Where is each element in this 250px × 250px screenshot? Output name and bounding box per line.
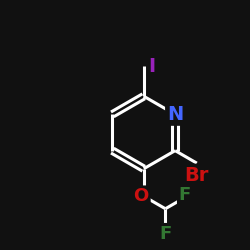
Text: I: I	[149, 57, 156, 76]
Text: F: F	[159, 225, 172, 243]
Text: F: F	[179, 186, 191, 204]
Text: Br: Br	[184, 166, 209, 185]
Text: O: O	[134, 187, 149, 205]
Text: N: N	[167, 105, 183, 124]
